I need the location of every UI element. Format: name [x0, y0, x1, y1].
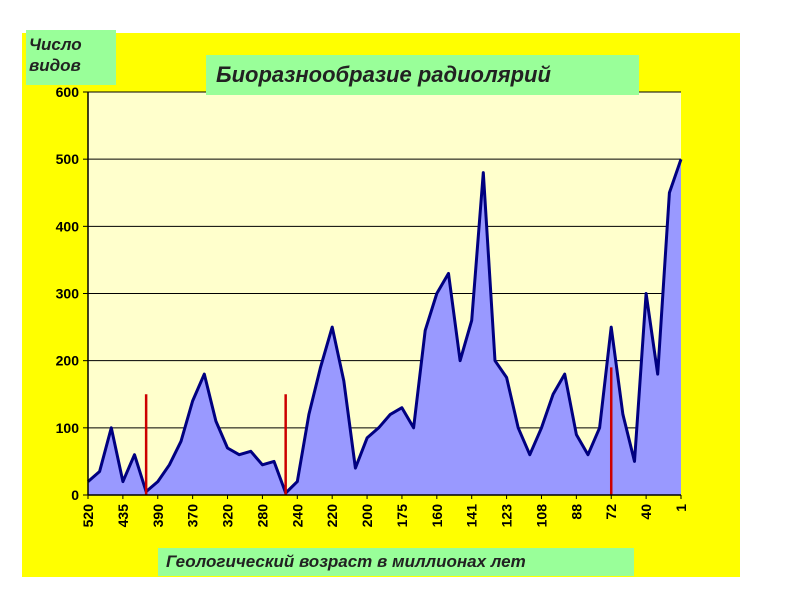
x-tick-label: 160 [429, 504, 445, 528]
x-tick-label: 280 [254, 504, 270, 528]
x-tick-label: 370 [185, 504, 201, 528]
y-axis-label: Число видов [26, 30, 116, 85]
x-tick-label: 123 [499, 504, 515, 528]
event-markers [144, 367, 613, 495]
y-tick-labels: 0 100 200 300 400 500 600 [56, 84, 80, 503]
x-tick-label: 40 [638, 504, 654, 520]
x-tick-labels: 520 435 390 370 320 280 240 220 200 175 160 141 123 1… [80, 495, 689, 527]
x-tick-label: 390 [150, 504, 166, 528]
x-tick-label: 240 [289, 504, 305, 528]
y-tick-label: 500 [56, 151, 80, 167]
x-tick-label: 141 [464, 504, 480, 528]
y-tick-label: 600 [56, 84, 80, 100]
x-axis-label: Геологический возраст в миллионах лет [158, 548, 634, 576]
x-tick-label: 72 [603, 504, 619, 520]
series-line [87, 158, 683, 495]
x-tick-label: 200 [359, 504, 375, 528]
data-area [87, 158, 683, 495]
y-tick-label: 400 [56, 218, 80, 234]
x-tick-label: 220 [324, 504, 340, 528]
y-tick-label: 300 [56, 286, 80, 302]
x-tick-label: 520 [80, 504, 96, 528]
x-tick-label: 320 [220, 504, 236, 528]
x-tick-label: 435 [115, 504, 131, 528]
area-fill [88, 159, 681, 495]
axes [87, 92, 681, 496]
y-tick-label: 200 [56, 353, 80, 369]
x-tick-label: 108 [533, 504, 549, 528]
x-tick-label: 175 [394, 504, 410, 528]
y-tick-label: 100 [56, 420, 80, 436]
x-tick-label: 1 [673, 504, 689, 512]
y-tick-label: 0 [71, 487, 79, 503]
x-tick-label: 88 [568, 504, 584, 520]
chart-title: Биоразнообразие радиолярий [206, 55, 639, 95]
